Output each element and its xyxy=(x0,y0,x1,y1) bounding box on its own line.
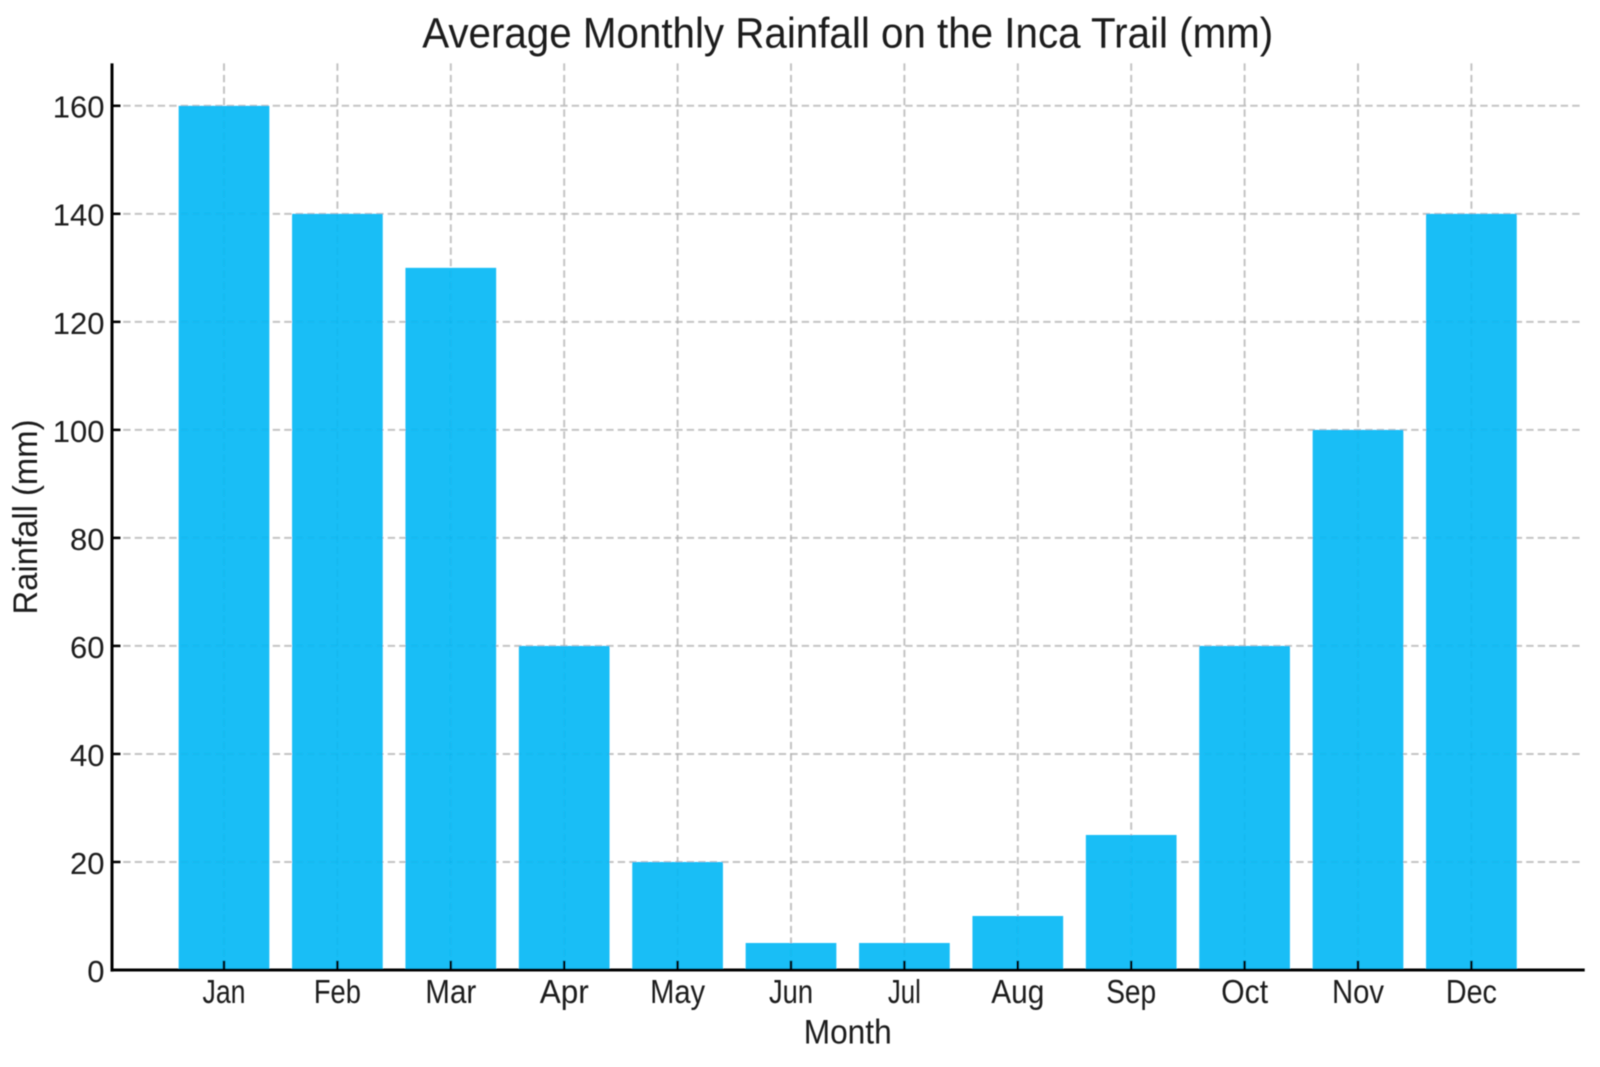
svg-text:Oct: Oct xyxy=(1221,973,1268,1010)
svg-text:Mar: Mar xyxy=(425,973,476,1010)
svg-text:Average Monthly Rainfall on th: Average Monthly Rainfall on the Inca Tra… xyxy=(422,10,1273,58)
svg-text:120: 120 xyxy=(53,306,105,341)
svg-text:May: May xyxy=(650,973,705,1010)
svg-text:Rainfall (mm): Rainfall (mm) xyxy=(7,420,45,615)
svg-text:Sep: Sep xyxy=(1106,973,1156,1010)
svg-text:Jul: Jul xyxy=(888,973,921,1010)
svg-text:0: 0 xyxy=(87,954,104,989)
svg-text:Jan: Jan xyxy=(203,973,246,1010)
svg-text:Apr: Apr xyxy=(540,973,589,1010)
svg-text:Month: Month xyxy=(804,1013,892,1051)
svg-text:20: 20 xyxy=(70,846,104,881)
svg-text:Nov: Nov xyxy=(1332,973,1384,1010)
svg-text:140: 140 xyxy=(53,198,105,233)
svg-text:Dec: Dec xyxy=(1446,973,1497,1010)
svg-text:40: 40 xyxy=(70,738,104,773)
svg-text:Jun: Jun xyxy=(769,973,813,1010)
svg-text:100: 100 xyxy=(53,414,105,449)
svg-text:Aug: Aug xyxy=(991,973,1044,1010)
svg-text:160: 160 xyxy=(53,90,105,125)
svg-text:80: 80 xyxy=(70,522,104,557)
svg-text:Feb: Feb xyxy=(314,973,361,1010)
svg-text:60: 60 xyxy=(70,630,104,665)
